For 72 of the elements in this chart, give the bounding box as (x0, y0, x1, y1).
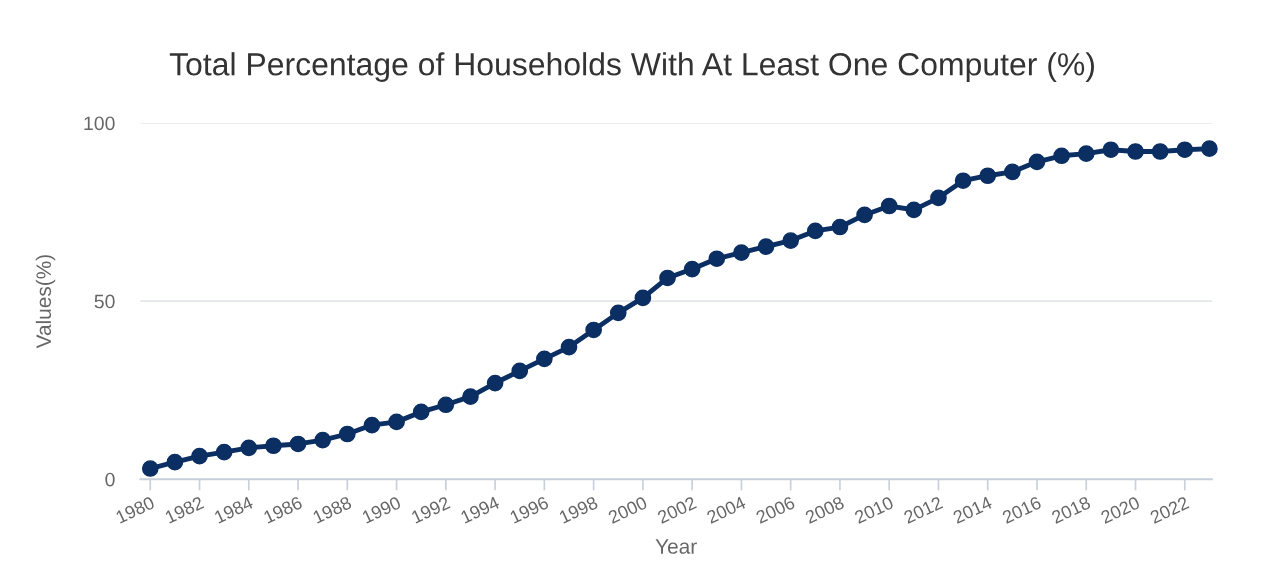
point (560, 338, 578, 356)
point (930, 189, 947, 207)
point (289, 435, 307, 453)
x-tick-label: 1986 (263, 495, 303, 524)
point (314, 431, 332, 449)
x-axis-title: Year (655, 539, 697, 554)
x-tick-label: 1994 (460, 495, 501, 524)
x-tick-label: 2016 (1001, 495, 1042, 524)
x-tick-label: 1996 (509, 495, 550, 524)
point (462, 388, 479, 405)
point (733, 244, 750, 262)
x-tick-label: 2020 (1100, 495, 1141, 524)
x-tick-label: 1992 (410, 496, 451, 524)
point (141, 460, 159, 477)
point (1176, 141, 1194, 159)
point (880, 197, 898, 215)
point (905, 201, 923, 219)
y-axis-title: Values(%) (35, 255, 56, 349)
x-tick-label: 1982 (164, 496, 205, 524)
y-tick-label: 100 (84, 116, 115, 131)
chart-title: Total Percentage of Households With At Least One Computer (%) (169, 52, 1094, 82)
point (1151, 143, 1169, 160)
x-tick-label: 2004 (706, 495, 747, 524)
point (683, 260, 701, 278)
point (585, 321, 602, 339)
x-tick-label: 1984 (213, 495, 254, 524)
point (782, 232, 800, 249)
x-tick-label: 1990 (361, 495, 402, 524)
x-tick-label: 2010 (853, 495, 895, 524)
point (1028, 153, 1046, 171)
x-tick-label: 2000 (607, 495, 648, 524)
point (166, 453, 184, 471)
point (806, 222, 824, 240)
point (1127, 143, 1144, 160)
point (215, 443, 233, 461)
point (388, 413, 405, 431)
point (437, 396, 455, 414)
point (856, 206, 873, 224)
point (708, 250, 726, 268)
x-tick-label: 2012 (903, 496, 944, 524)
x-tick-label: 1988 (312, 495, 353, 524)
point (831, 218, 849, 236)
x-tick-label: 2022 (1149, 496, 1190, 524)
point (191, 447, 208, 465)
point (979, 167, 997, 185)
x-tick-label: 2002 (656, 496, 697, 524)
point (1201, 140, 1218, 157)
point (486, 374, 504, 392)
point (363, 416, 381, 434)
point (240, 439, 258, 457)
x-tick-label: 2006 (755, 495, 796, 524)
point (412, 403, 430, 421)
x-tick-label: 1980 (115, 495, 156, 524)
x-tick-label: 2008 (804, 495, 845, 524)
point (536, 350, 553, 368)
point (511, 362, 529, 380)
x-tick-label: 2018 (1050, 495, 1092, 524)
x-tick-label: 1998 (558, 495, 599, 524)
point (338, 425, 356, 443)
point (1004, 163, 1021, 181)
point (757, 238, 775, 255)
point (659, 269, 676, 287)
x-tick-label: 2014 (952, 495, 993, 524)
point (265, 437, 282, 455)
point (609, 304, 627, 322)
y-tick-label: 0 (105, 472, 115, 487)
point (954, 172, 972, 190)
point (1053, 147, 1070, 165)
y-tick-label: 50 (94, 294, 115, 309)
point (634, 289, 652, 307)
point (1102, 141, 1120, 159)
point (1077, 145, 1095, 162)
